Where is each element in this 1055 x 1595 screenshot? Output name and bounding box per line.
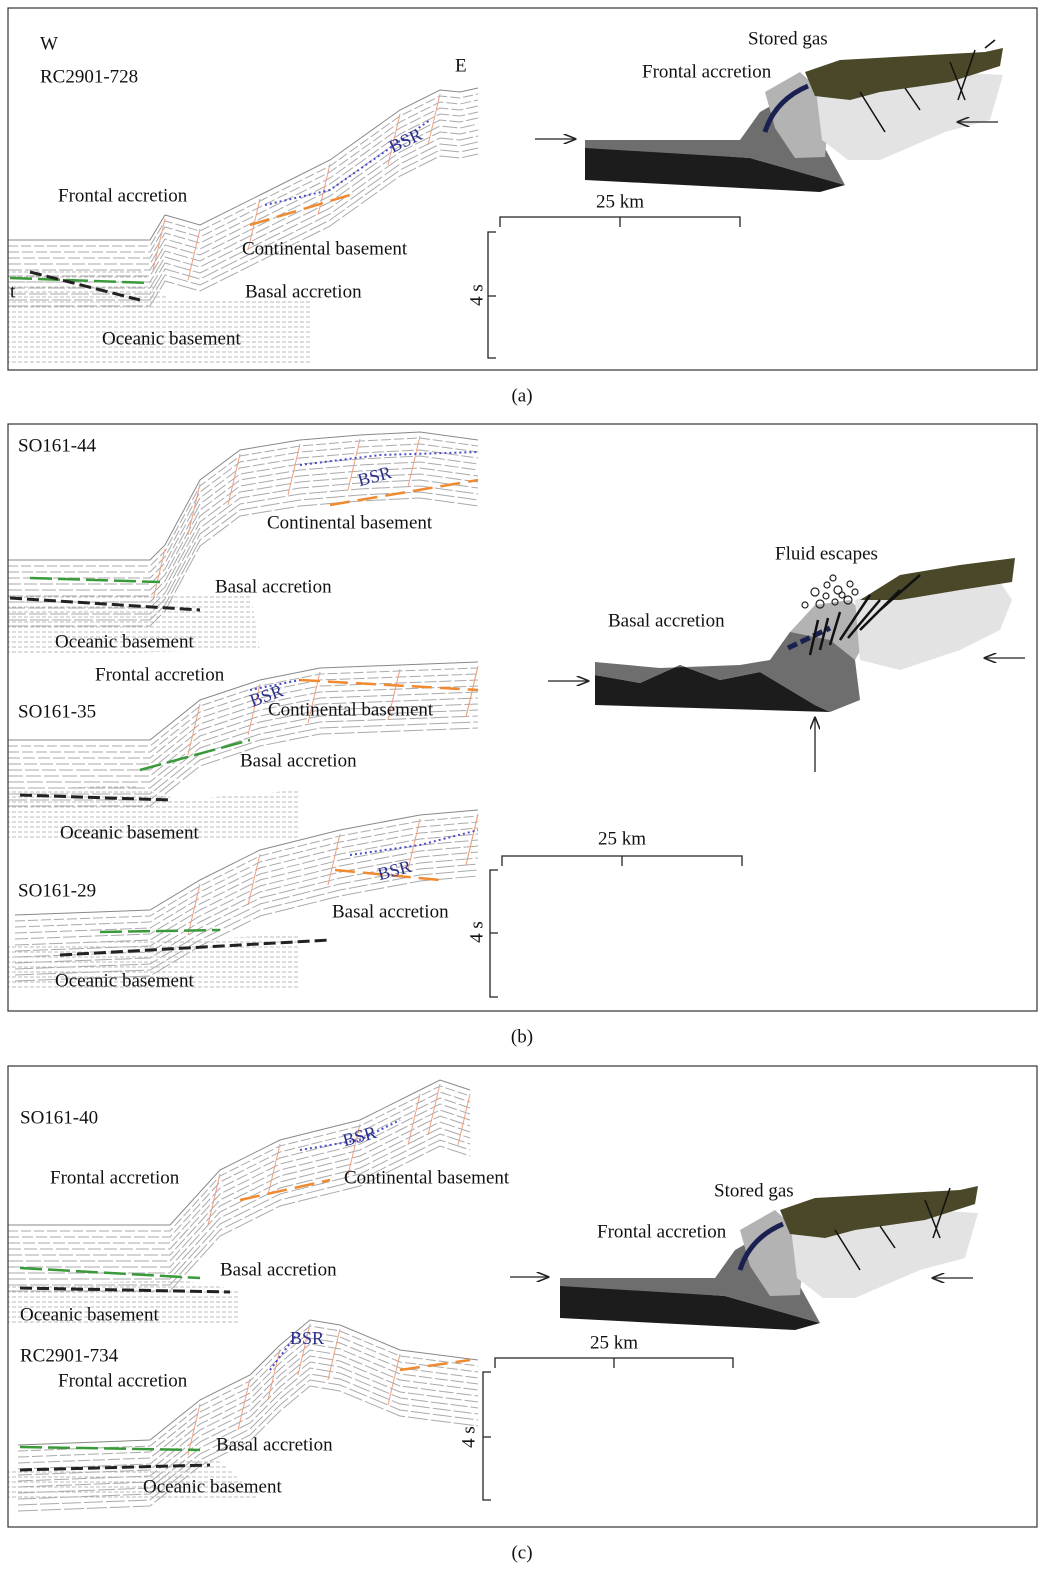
figure: W RC2901-728 E t BSR Frontal accretion C… — [0, 0, 1055, 1595]
seismic-stroke — [188, 884, 200, 935]
model-label: Stored gas — [748, 28, 828, 49]
model-label: Frontal accretion — [597, 1221, 727, 1242]
profile-label: Basal accretion — [216, 1434, 333, 1455]
seismic-stroke — [228, 454, 240, 505]
seismic-stroke — [466, 814, 478, 865]
profile-label: Oceanic basement — [20, 1304, 159, 1325]
profile-label: Oceanic basement — [60, 822, 199, 843]
model-sketch — [510, 1186, 978, 1330]
profile-label: Oceanic basement — [143, 1476, 282, 1497]
profile-label: Frontal accretion — [95, 664, 225, 685]
seismic-stroke — [288, 444, 300, 495]
profile-label: Basal accretion — [245, 281, 362, 302]
scale-time: 4 s — [466, 284, 487, 306]
seismic-stroke — [466, 666, 478, 717]
scale-bar — [490, 856, 742, 997]
seismic-stroke — [8, 94, 478, 246]
bsr-label: BSR — [341, 1122, 379, 1150]
seismic-stroke — [8, 1122, 470, 1267]
scale-bar — [488, 217, 740, 358]
panel-label: (c) — [511, 1542, 532, 1563]
seismic-stroke — [8, 1134, 470, 1279]
profile-name: SO161-29 — [18, 880, 96, 901]
seismic-stroke — [8, 1080, 470, 1225]
direction-east: E — [455, 55, 467, 76]
scale-bar — [483, 1358, 733, 1500]
profile-label: Continental basement — [242, 238, 408, 259]
profile-label: Continental basement — [267, 512, 433, 533]
scale-distance: 25 km — [590, 1332, 638, 1353]
profile-label: Oceanic basement — [55, 970, 194, 991]
seismic-stroke — [408, 436, 420, 487]
profile-label: Frontal accretion — [50, 1167, 180, 1188]
panel-label: (b) — [511, 1026, 533, 1047]
profile-name: SO161-40 — [20, 1107, 98, 1128]
scale-time: 4 s — [466, 921, 487, 943]
seismic-stroke — [100, 930, 220, 932]
seismic-stroke — [8, 100, 478, 252]
bsr-label: BSR — [356, 462, 394, 490]
direction-west: W — [40, 33, 58, 54]
model-label: Fluid escapes — [775, 543, 878, 564]
profile-name: RC2901-734 — [20, 1345, 119, 1366]
seismic-stroke — [188, 1404, 200, 1455]
seismic-stroke — [328, 834, 340, 885]
seismic-stroke — [400, 1360, 470, 1370]
bsr-label: BSR — [290, 1328, 324, 1348]
profile-label: Basal accretion — [215, 576, 332, 597]
profile-label: Basal accretion — [240, 750, 357, 771]
scale-distance: 25 km — [598, 828, 646, 849]
seismic-stroke — [8, 1128, 470, 1273]
edge-mark: t — [10, 281, 16, 302]
model-label: Stored gas — [714, 1180, 794, 1201]
profile-name: RC2901-728 — [40, 66, 138, 87]
model-label: Frontal accretion — [642, 61, 772, 82]
model-label: Basal accretion — [608, 610, 725, 631]
model-sketch — [548, 558, 1025, 772]
profile-label: Continental basement — [344, 1167, 510, 1188]
seismic-stroke — [8, 136, 478, 288]
profile-label: Basal accretion — [220, 1259, 337, 1280]
profile-label: Frontal accretion — [58, 185, 188, 206]
profile-label: Oceanic basement — [55, 631, 194, 652]
profile-name: SO161-44 — [18, 435, 97, 456]
seismic-stroke — [8, 1116, 470, 1261]
profile-label: Oceanic basement — [102, 328, 241, 349]
profile-label: Basal accretion — [332, 901, 449, 922]
scale-time: 4 s — [458, 1426, 479, 1448]
panel-label: (a) — [511, 385, 532, 406]
seismic-stroke — [8, 88, 478, 240]
scale-distance: 25 km — [596, 191, 644, 212]
seismic-stroke — [8, 444, 478, 572]
profile-label: Frontal accretion — [58, 1370, 188, 1391]
bsr-label: BSR — [376, 856, 414, 884]
seismic-stroke — [8, 438, 478, 566]
seismic-stroke — [30, 578, 160, 582]
profile-name: SO161-35 — [18, 701, 96, 722]
profile-label: Continental basement — [268, 699, 434, 720]
bsr-label: BSR — [386, 124, 425, 157]
panel-frame — [8, 424, 1037, 1011]
seismic-sketches — [8, 88, 478, 1511]
